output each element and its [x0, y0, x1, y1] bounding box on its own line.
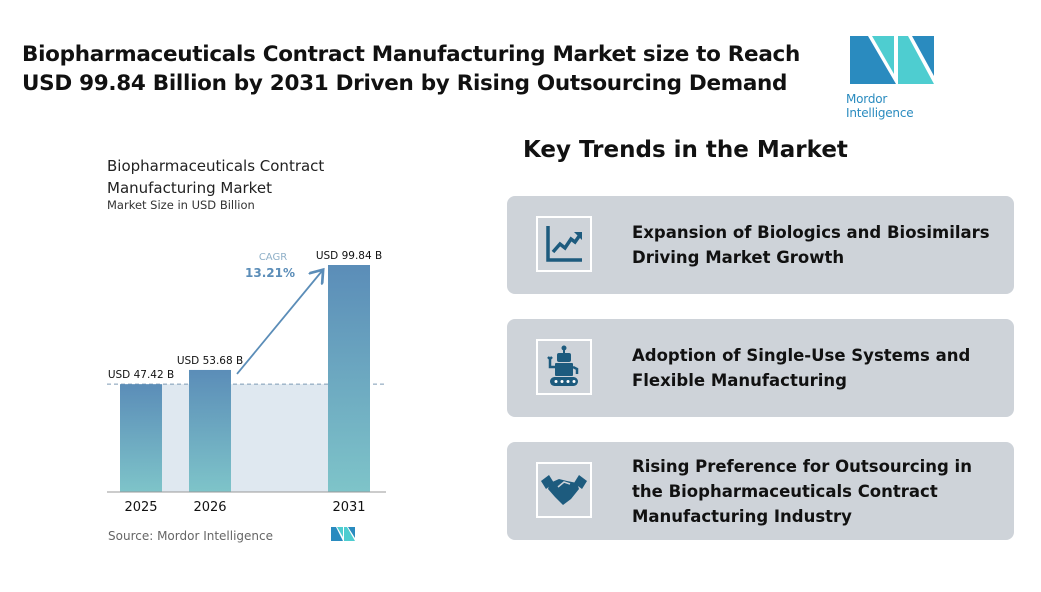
cagr-value: 13.21% [245, 266, 295, 280]
bar-2025 [120, 384, 162, 492]
data-label-2025: USD 47.42 B [108, 369, 174, 381]
logo-text: Mordor Intelligence [846, 92, 914, 120]
trend-text: Rising Preference for Outsourcing in the… [632, 456, 972, 526]
bar-2026 [189, 369, 231, 492]
cagr-label: CAGR [259, 252, 287, 263]
x-tick-2026: 2026 [193, 500, 226, 515]
growth-chart-icon [536, 216, 592, 272]
cagr-arrow [236, 271, 322, 375]
mordor-logo: Mordor Intelligence [846, 36, 956, 120]
trend-text: Adoption of Single-Use Systems and Flexi… [632, 346, 971, 390]
trend-card: Adoption of Single-Use Systems and Flexi… [507, 319, 1014, 417]
chart-source: Source: Mordor Intelligence [108, 529, 274, 543]
key-trends-heading: Key Trends in the Market [523, 137, 848, 163]
x-tick-2025: 2025 [124, 500, 157, 515]
source-logo-icon [331, 527, 355, 541]
trend-card: Expansion of Biologics and Biosimilars D… [507, 196, 1014, 294]
robot-icon [536, 339, 592, 395]
logo-mark-icon [850, 36, 934, 84]
trend-text: Expansion of Biologics and Biosimilars D… [632, 223, 990, 267]
data-label-2026: USD 53.68 B [177, 355, 243, 367]
data-label-2031: USD 99.84 B [316, 250, 382, 262]
handshake-icon [536, 462, 592, 518]
trend-card: Rising Preference for Outsourcing in the… [507, 442, 1014, 540]
page-title: Biopharmaceuticals Contract Manufacturin… [22, 42, 800, 96]
chart-subtitle: Market Size in USD Billion [107, 198, 255, 212]
chart-title: Biopharmaceuticals Contract Manufacturin… [107, 157, 325, 197]
x-tick-2031: 2031 [332, 500, 365, 515]
bar-2031 [328, 265, 370, 492]
bar-chart: USD 47.42 B 2025 USD 53.68 B 2026 USD 99.84 … [107, 250, 386, 515]
